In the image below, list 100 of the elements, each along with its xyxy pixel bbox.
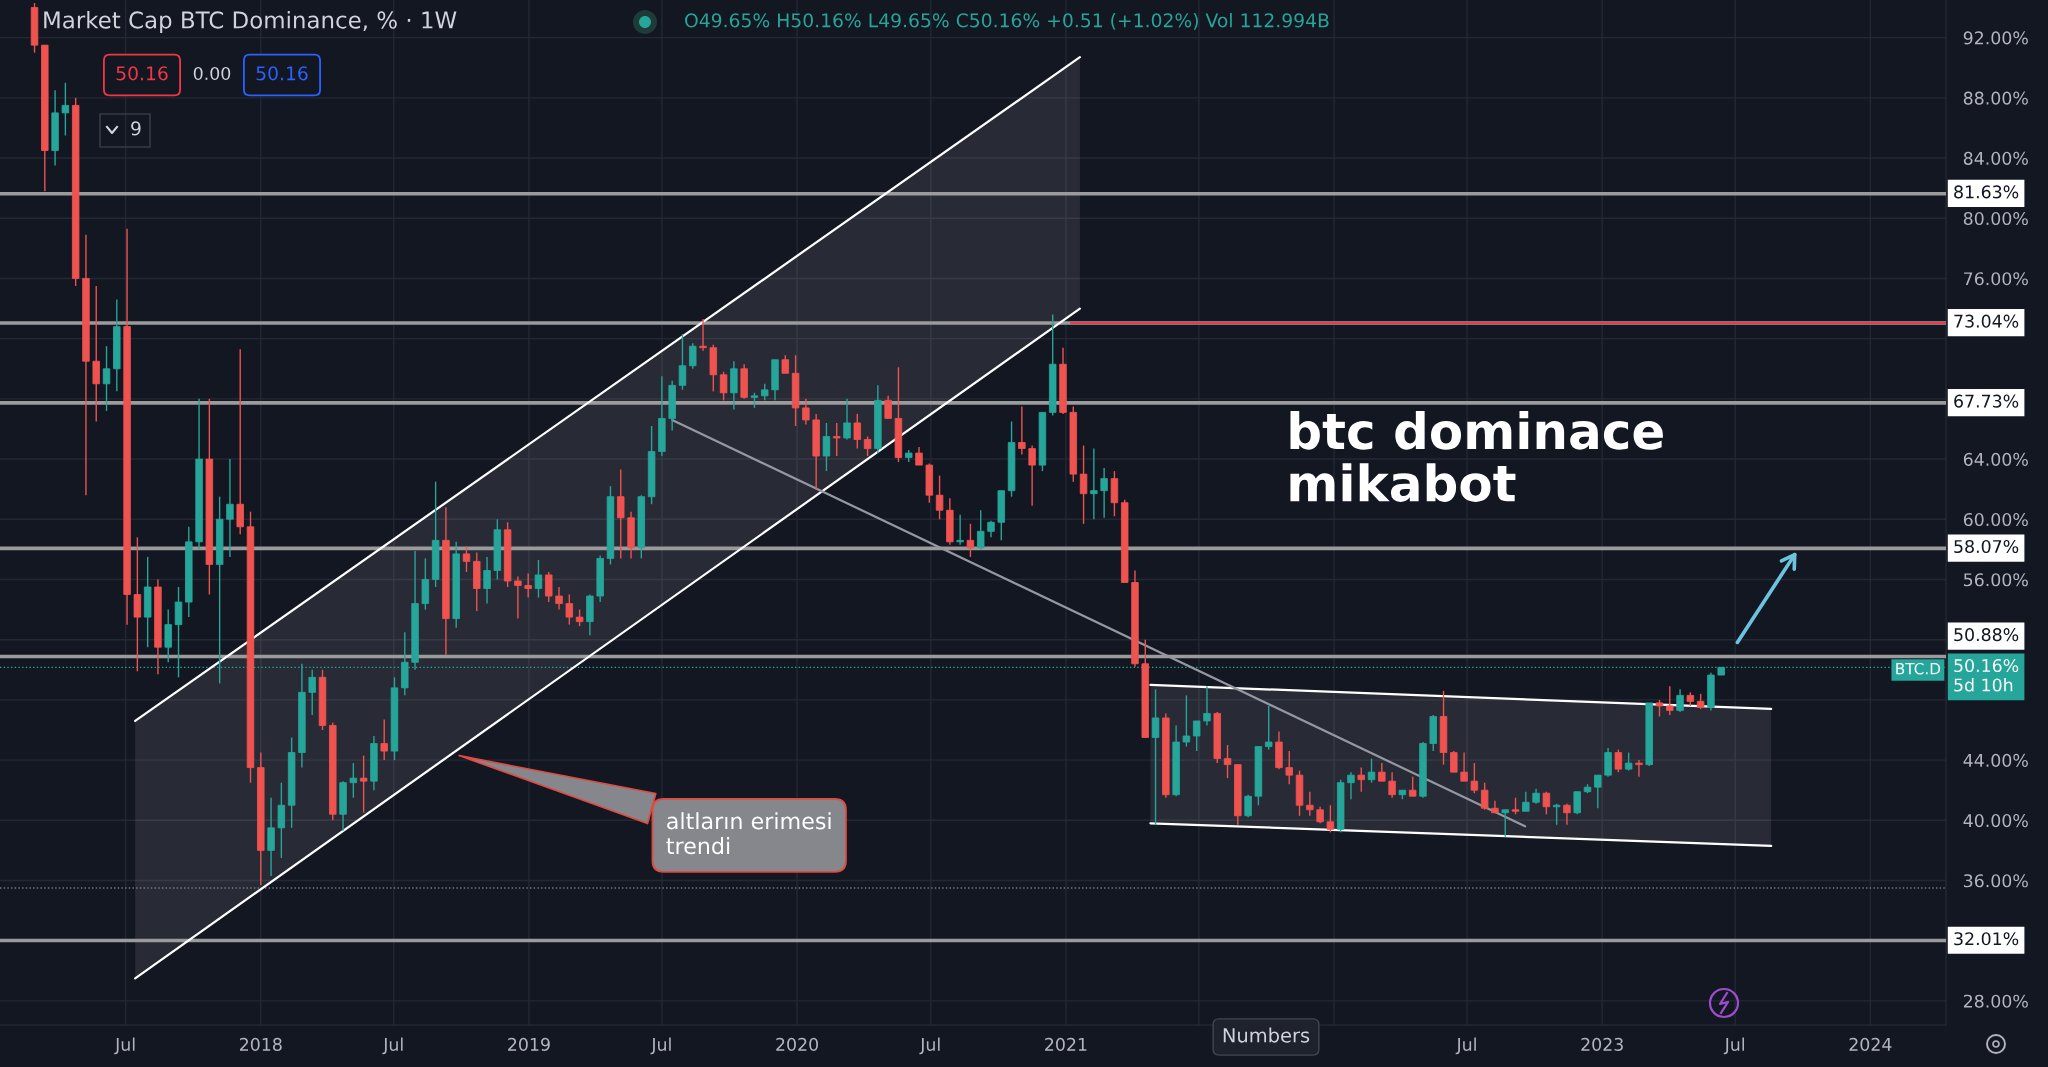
candlestick (1480, 781, 1489, 811)
candlestick (565, 593, 574, 626)
y-tick-label: 80.00% (1963, 211, 2028, 226)
candlestick (1614, 748, 1623, 773)
candlestick (1501, 809, 1509, 838)
ref-line-label: 50.88% (1954, 628, 2019, 642)
y-tick-label: 76.00% (1964, 272, 2028, 286)
candlestick (1018, 405, 1026, 456)
candlestick (1182, 694, 1191, 748)
candlestick (545, 571, 553, 603)
candlestick (1378, 762, 1386, 782)
candlestick (1542, 791, 1551, 815)
candlestick (1367, 757, 1376, 784)
ref-line-label: 73.04% (1954, 314, 2019, 328)
candlestick (61, 82, 70, 137)
candlestick (524, 572, 532, 599)
x-tick-label: 2020 (776, 1037, 818, 1051)
y-tick-label: 60.00% (1963, 512, 2028, 527)
candlestick (92, 285, 100, 423)
candlestick (617, 468, 625, 560)
candlestick (884, 395, 892, 420)
annotation: altların erimesi trendi (666, 812, 831, 855)
candlestick (277, 781, 286, 859)
candlestick (689, 342, 697, 370)
candlestick (1573, 791, 1581, 815)
candlestick (956, 514, 964, 546)
candlestick (1264, 705, 1273, 751)
y-tick-label: 64.00% (1963, 452, 2028, 466)
candlestick (462, 545, 471, 573)
text: Numbers (1223, 1027, 1310, 1043)
x-tick-label: Jul (1723, 1037, 1745, 1055)
candlestick (236, 348, 244, 536)
candlestick (976, 509, 985, 551)
annotation: 50.16 (116, 66, 168, 81)
annotation: BTC.D (1896, 662, 1941, 675)
candlestick (1388, 771, 1396, 799)
candlestick (1223, 744, 1232, 779)
annotation: btc dominace mikabot (1290, 411, 1663, 502)
candlestick (1192, 720, 1201, 752)
candlestick (1624, 751, 1633, 772)
ref-line-label: 67.73% (1954, 394, 2019, 408)
y-tick-label: 36.00% (1963, 874, 2028, 888)
candlestick (1326, 804, 1335, 834)
candlestick (226, 458, 234, 558)
candlestick (822, 422, 831, 472)
candlestick (833, 422, 841, 457)
candlestick (514, 575, 522, 620)
candlestick (534, 559, 543, 599)
x-tick-label: 2024 (1849, 1037, 1892, 1051)
candlestick (133, 536, 142, 672)
candlestick (1470, 762, 1479, 794)
candlestick (1460, 751, 1468, 782)
candlestick (781, 354, 790, 374)
y-tick-label: 56.00% (1964, 573, 2028, 587)
candlestick (699, 318, 707, 352)
candlestick (555, 586, 563, 611)
candlestick (843, 398, 851, 441)
candlestick (1552, 803, 1561, 826)
candlestick (863, 435, 872, 457)
chart-title: Market Cap BTC Dominance, % · 1W (44, 10, 457, 34)
x-tick-label: Jul (650, 1037, 671, 1055)
candlestick (1028, 444, 1036, 507)
candlestick (935, 474, 944, 520)
candlestick (1079, 444, 1088, 525)
candlestick (966, 523, 975, 558)
candlestick (1594, 774, 1602, 809)
x-tick-label: 2023 (1581, 1037, 1623, 1051)
y-tick-label: 44.00% (1963, 753, 2028, 767)
candlestick (1244, 794, 1252, 818)
x-tick-label: Jul (382, 1037, 403, 1055)
candlestick (1100, 467, 1108, 519)
candlestick (1306, 791, 1314, 817)
x-tick-label: Jul (114, 1037, 135, 1055)
x-tick-label: Jul (919, 1037, 940, 1055)
x-tick-label: 2018 (239, 1037, 282, 1051)
candlestick (483, 556, 491, 605)
candlestick (915, 446, 923, 466)
candlestick (1450, 750, 1458, 773)
candlestick (1203, 685, 1211, 727)
candlestick (1357, 766, 1365, 793)
candlestick (802, 398, 810, 426)
candlestick (1604, 747, 1612, 778)
candlestick (1563, 803, 1571, 826)
candlestick (853, 413, 862, 450)
candlestick (678, 333, 687, 391)
candlestick (1522, 791, 1530, 812)
ref-line-label: 81.63% (1954, 185, 2019, 199)
x-tick-label: Jul (1455, 1037, 1476, 1055)
y-tick-label: 40.00% (1963, 814, 2028, 828)
ref-line-label: 50.16% 5d 10h (1954, 658, 2019, 692)
y-tick-label: 92.00% (1963, 31, 2028, 45)
candlestick (102, 345, 111, 412)
candlestick (1408, 775, 1417, 797)
text: O49.65% H50.16% L49.65% C50.16% +0.51 (+1.02%) Vol 112.994B (685, 12, 1329, 30)
candlestick (1666, 685, 1674, 716)
candlestick (380, 718, 388, 761)
candlestick (267, 797, 275, 877)
candlestick (719, 371, 728, 402)
y-tick-label: 84.00% (1963, 151, 2028, 165)
annotation: 50.16 (256, 66, 308, 81)
